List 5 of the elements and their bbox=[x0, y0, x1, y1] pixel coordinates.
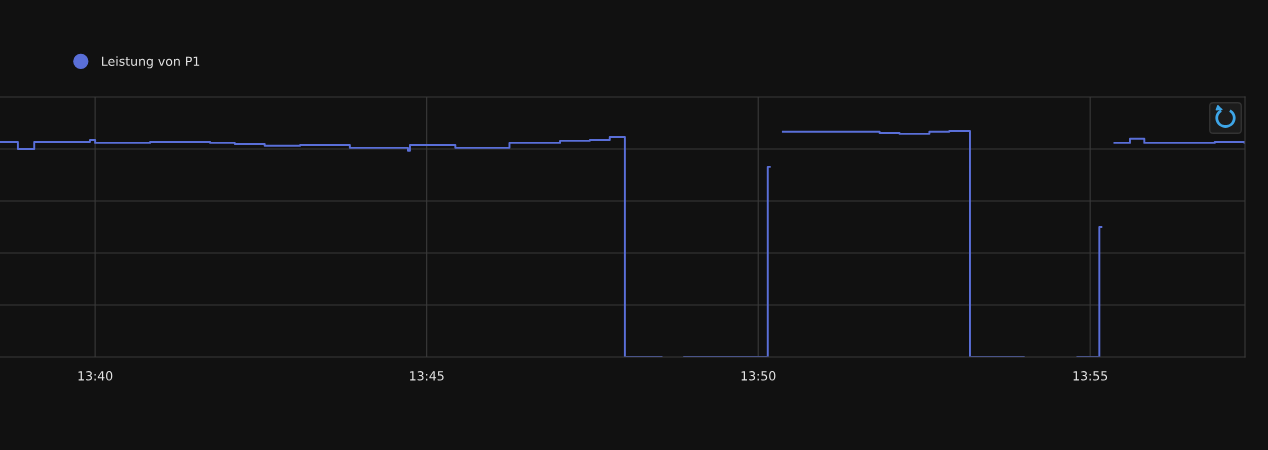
x-tick-label: 13:55 bbox=[1073, 371, 1108, 381]
x-tick-label: 13:40 bbox=[78, 371, 113, 381]
legend-label: Leistung von P1 bbox=[102, 56, 200, 69]
x-tick-label: 13:45 bbox=[410, 371, 444, 381]
x-tick-label: 13:50 bbox=[741, 371, 776, 381]
